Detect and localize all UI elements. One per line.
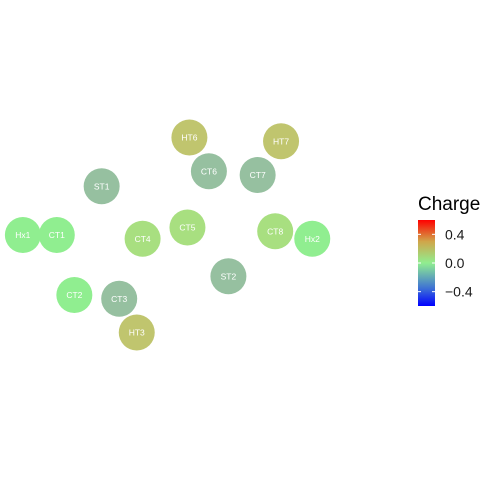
node-point <box>169 209 206 246</box>
legend-colorbar <box>418 220 435 306</box>
node-label: CT4 <box>135 234 151 244</box>
legend: Charge 0.4 0.0 −0.4 <box>418 194 480 306</box>
node-ct1: CT1 <box>38 217 75 253</box>
node-label: CT6 <box>201 166 217 176</box>
node-label: Hx2 <box>305 234 320 244</box>
legend-tick-label: −0.4 <box>445 284 473 300</box>
node-label: HT3 <box>129 328 145 338</box>
node-point <box>263 123 300 160</box>
node-point <box>101 280 138 317</box>
node-hx1: Hx1 <box>4 217 41 253</box>
node-label: HT6 <box>181 133 197 143</box>
node-point <box>257 213 294 250</box>
node-label: CT3 <box>111 294 127 304</box>
node-point <box>83 168 120 205</box>
node-label: CT5 <box>179 223 195 233</box>
node-point <box>239 157 276 193</box>
legend-tick-label: 0.0 <box>445 255 465 271</box>
node-point <box>294 220 331 257</box>
node-label: Hx1 <box>15 230 30 240</box>
node-ht7: HT7 <box>263 123 300 160</box>
node-label: HT7 <box>273 136 289 146</box>
node-ct5: CT5 <box>169 209 206 246</box>
node-label: CT8 <box>267 226 283 236</box>
node-point <box>171 119 208 156</box>
node-ct4: CT4 <box>124 220 161 257</box>
node-point <box>56 277 93 313</box>
node-point <box>190 153 227 190</box>
node-ht3: HT3 <box>118 314 155 351</box>
node-point <box>118 314 155 351</box>
node-hx2: Hx2 <box>294 220 331 257</box>
legend-tick-label: 0.4 <box>445 226 465 242</box>
node-ct3: CT3 <box>101 280 138 317</box>
node-layer: Hx1 CT1 CT2 ST1 CT3 HT3 CT4 CT5 HT6 CT6 ST2 CT7 HT7 C… <box>4 119 331 351</box>
node-st2: ST2 <box>210 258 247 295</box>
node-ct7: CT7 <box>239 157 276 193</box>
node-label: ST1 <box>94 181 110 191</box>
node-ct2: CT2 <box>56 277 93 313</box>
legend-title: Charge <box>418 194 480 215</box>
node-label: ST2 <box>221 271 237 281</box>
node-ht6: HT6 <box>171 119 208 156</box>
node-point <box>124 220 161 257</box>
legend-ticks: 0.4 0.0 −0.4 <box>418 226 473 300</box>
node-ct6: CT6 <box>190 153 227 190</box>
node-label: CT2 <box>66 290 82 300</box>
node-ct8: CT8 <box>257 213 294 250</box>
node-point <box>4 217 41 253</box>
node-point <box>210 258 247 295</box>
node-label: CT7 <box>250 170 266 180</box>
node-st1: ST1 <box>83 168 120 205</box>
node-label: CT1 <box>49 230 65 240</box>
node-point <box>38 217 75 253</box>
